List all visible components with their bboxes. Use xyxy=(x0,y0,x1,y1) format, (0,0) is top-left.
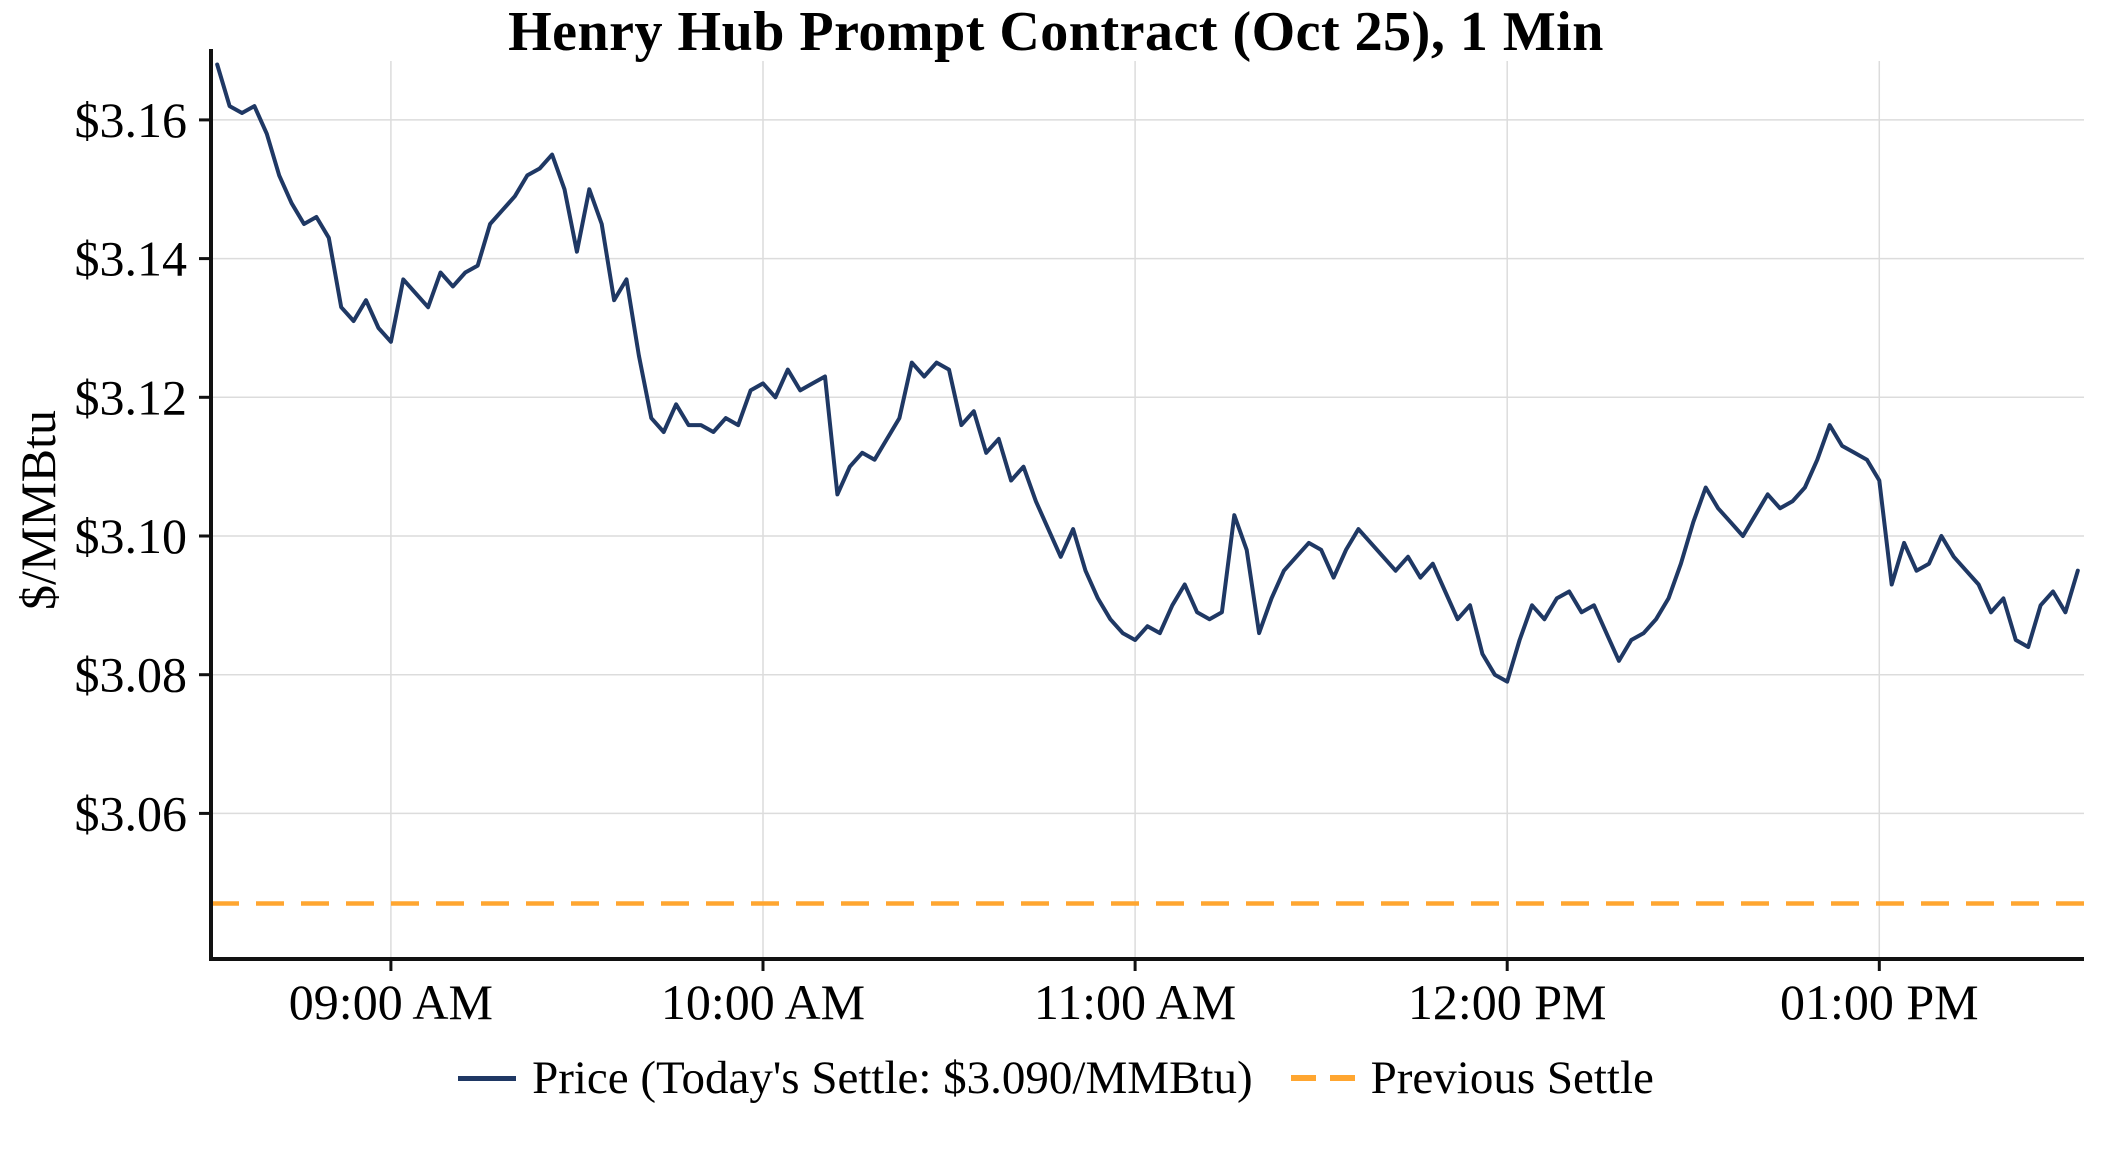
y-tick-label: $3.14 xyxy=(75,231,188,287)
legend: Price (Today's Settle: $3.090/MMBtu) Pre… xyxy=(0,1046,2112,1110)
legend-price-label: Price (Today's Settle: $3.090/MMBtu) xyxy=(532,1052,1253,1104)
previous-settle-swatch xyxy=(1290,1075,1355,1081)
x-tick-label: 10:00 AM xyxy=(661,974,865,1030)
x-tick-label: 12:00 PM xyxy=(1408,974,1607,1030)
y-tick-label: $3.06 xyxy=(75,785,188,841)
price-line xyxy=(215,62,2080,684)
price-line-swatch xyxy=(458,1075,517,1081)
x-tick-label: 09:00 AM xyxy=(289,974,493,1030)
chart-title: Henry Hub Prompt Contract (Oct 25), 1 Mi… xyxy=(508,1,1604,63)
y-tick-label: $3.16 xyxy=(75,92,188,148)
y-tick-label: $3.10 xyxy=(75,508,188,564)
x-tick-label: 01:00 PM xyxy=(1780,974,1979,1030)
legend-previous-settle-label: Previous Settle xyxy=(1370,1052,1654,1104)
y-tick-label: $3.12 xyxy=(75,369,188,425)
y-tick-label: $3.08 xyxy=(75,647,188,703)
x-tick-label: 11:00 AM xyxy=(1034,974,1236,1030)
